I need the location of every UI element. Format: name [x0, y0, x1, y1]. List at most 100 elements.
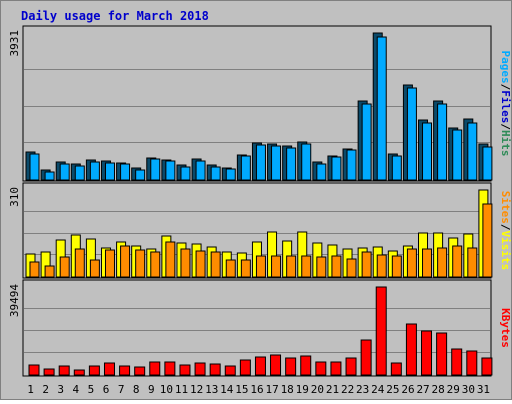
- bar-files-day-7: [120, 163, 131, 181]
- x-tick-label-8: 8: [133, 383, 140, 396]
- bar-sites-day-15: [240, 259, 251, 278]
- bar-sites-day-31: [482, 203, 493, 278]
- bar-files-day-10: [165, 160, 176, 181]
- bar-kbytes-day-20: [315, 361, 327, 376]
- x-tick-label-30: 30: [462, 383, 475, 396]
- x-tick-label-20: 20: [311, 383, 324, 396]
- side-legend: Pages/Files/Hits: [499, 51, 511, 157]
- x-tick-label-23: 23: [356, 383, 369, 396]
- x-tick-label-11: 11: [175, 383, 188, 396]
- bar-files-day-3: [59, 163, 70, 181]
- bar-sites-day-30: [467, 247, 478, 278]
- bar-files-day-22: [346, 149, 357, 181]
- bar-sites-day-8: [135, 249, 146, 278]
- bar-kbytes-day-14: [224, 365, 236, 376]
- bar-sites-day-27: [422, 248, 433, 278]
- x-tick-label-3: 3: [57, 383, 64, 396]
- bar-kbytes-day-4: [73, 369, 85, 376]
- bar-sites-day-20: [316, 256, 327, 278]
- x-tick-label-1: 1: [27, 383, 34, 396]
- bar-files-day-19: [301, 143, 312, 181]
- bar-sites-day-22: [346, 258, 357, 278]
- panel-kbytes: 39494 KBytes: [8, 279, 512, 377]
- bar-kbytes-day-7: [119, 365, 131, 376]
- bar-files-day-30: [467, 122, 478, 181]
- bar-files-day-17: [271, 145, 282, 181]
- bar-sites-day-16: [255, 255, 266, 278]
- x-tick-label-17: 17: [265, 383, 278, 396]
- bar-sites-day-29: [452, 245, 463, 278]
- bar-kbytes-day-29: [451, 348, 463, 376]
- x-tick-label-21: 21: [326, 383, 339, 396]
- bar-sites-day-4: [74, 248, 85, 278]
- legend-label: /: [499, 224, 511, 231]
- x-tick-label-9: 9: [148, 383, 155, 396]
- bar-files-day-8: [135, 169, 146, 181]
- bar-files-day-16: [255, 144, 266, 181]
- bar-files-day-2: [44, 171, 55, 181]
- bar-files-day-5: [89, 161, 100, 181]
- x-tick-label-14: 14: [220, 383, 234, 396]
- x-tick-label-15: 15: [235, 383, 248, 396]
- x-tick-label-13: 13: [205, 383, 218, 396]
- x-tick-label-31: 31: [477, 383, 490, 396]
- legend-label: KBytes: [499, 308, 511, 348]
- bar-kbytes-day-1: [28, 364, 40, 376]
- legend-label: /: [499, 84, 511, 91]
- bar-kbytes-day-24: [375, 286, 387, 376]
- bar-kbytes-day-9: [149, 361, 161, 376]
- x-tick-label-18: 18: [281, 383, 294, 396]
- bar-files-day-27: [422, 122, 433, 181]
- bar-kbytes-day-3: [58, 365, 70, 376]
- bar-files-day-20: [316, 163, 327, 181]
- bar-sites-day-23: [361, 251, 372, 278]
- bar-sites-day-1: [29, 261, 40, 278]
- x-axis-labels: 1 2 3 4 5 6 7 8 9 10 11 12 13 14 15 16 17 18 19 20 21 22 23 24 2…: [27, 383, 490, 396]
- x-tick-label-29: 29: [447, 383, 460, 396]
- bar-files-day-28: [437, 103, 448, 181]
- y-max-label: 3931: [8, 30, 21, 57]
- legend-label: Sites: [499, 191, 511, 224]
- bar-kbytes-day-16: [254, 356, 266, 376]
- bar-files-day-11: [180, 166, 191, 181]
- bar-sites-day-14: [225, 259, 236, 278]
- panel-pages-files-hits: 3931 Pages/Files/Hits: [8, 25, 512, 182]
- bar-kbytes-day-18: [285, 357, 297, 376]
- bar-kbytes-day-10: [164, 361, 176, 376]
- legend-label: Visits: [499, 231, 511, 271]
- bar-files-day-6: [104, 162, 115, 181]
- bar-sites-day-24: [376, 254, 387, 278]
- bar-kbytes-day-23: [360, 339, 372, 376]
- bar-sites-day-19: [301, 255, 312, 278]
- x-tick-label-25: 25: [386, 383, 399, 396]
- bar-sites-day-2: [44, 265, 55, 278]
- x-tick-label-19: 19: [296, 383, 309, 396]
- bar-sites-day-11: [180, 248, 191, 278]
- y-max-label: 310: [8, 187, 21, 207]
- bar-sites-day-25: [391, 255, 402, 278]
- x-tick-label-6: 6: [103, 383, 110, 396]
- bar-files-day-23: [361, 103, 372, 181]
- bar-sites-day-17: [271, 255, 282, 278]
- bar-sites-day-13: [210, 251, 221, 278]
- bar-files-day-25: [391, 155, 402, 181]
- bar-sites-day-7: [120, 245, 131, 278]
- bar-files-day-4: [74, 165, 85, 181]
- bar-sites-day-18: [286, 255, 297, 278]
- bar-kbytes-day-15: [239, 359, 251, 376]
- side-legend: Sites/Visits: [499, 191, 511, 271]
- bar-kbytes-day-17: [270, 354, 282, 376]
- bar-sites-day-26: [406, 248, 417, 278]
- bar-kbytes-day-13: [209, 363, 221, 376]
- bar-files-day-13: [210, 166, 221, 181]
- bar-sites-day-21: [331, 255, 342, 278]
- bar-files-day-29: [452, 129, 463, 181]
- x-tick-label-4: 4: [73, 383, 80, 396]
- bar-sites-day-9: [150, 251, 161, 278]
- bar-kbytes-day-8: [134, 366, 146, 376]
- bar-kbytes-day-21: [330, 361, 342, 376]
- bar-kbytes-day-2: [43, 368, 55, 376]
